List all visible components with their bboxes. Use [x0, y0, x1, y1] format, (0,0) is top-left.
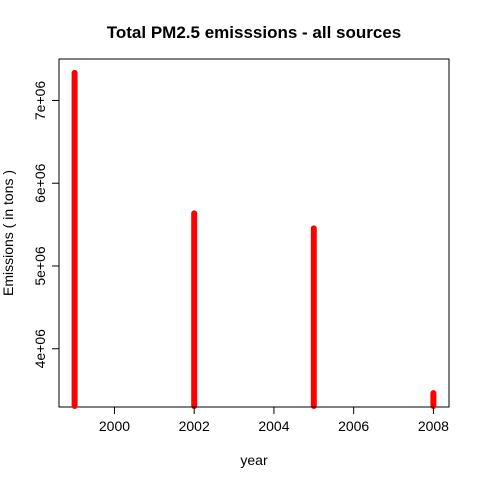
y-axis: 4e+06 5e+06 6e+06 7e+06	[32, 81, 60, 369]
x-tick-label-2006: 2006	[338, 418, 369, 434]
x-tick-label-2008: 2008	[418, 418, 449, 434]
y-tick-label-6000000: 6e+06	[32, 163, 48, 203]
y-tick-label-7000000: 7e+06	[32, 81, 48, 121]
x-axis-label: year	[240, 452, 268, 468]
y-tick-label-5000000: 5e+06	[32, 246, 48, 286]
x-tick-label-2000: 2000	[99, 418, 130, 434]
x-axis: 2000 2002 2004 2006 2008	[99, 406, 449, 434]
x-tick-label-2004: 2004	[258, 418, 289, 434]
y-tick-label-4000000: 4e+06	[32, 329, 48, 369]
chart-title: Total PM2.5 emisssions - all sources	[107, 23, 401, 42]
y-axis-label: Emissions ( in tons )	[0, 170, 16, 296]
x-tick-label-2002: 2002	[179, 418, 210, 434]
bars	[71, 69, 437, 409]
